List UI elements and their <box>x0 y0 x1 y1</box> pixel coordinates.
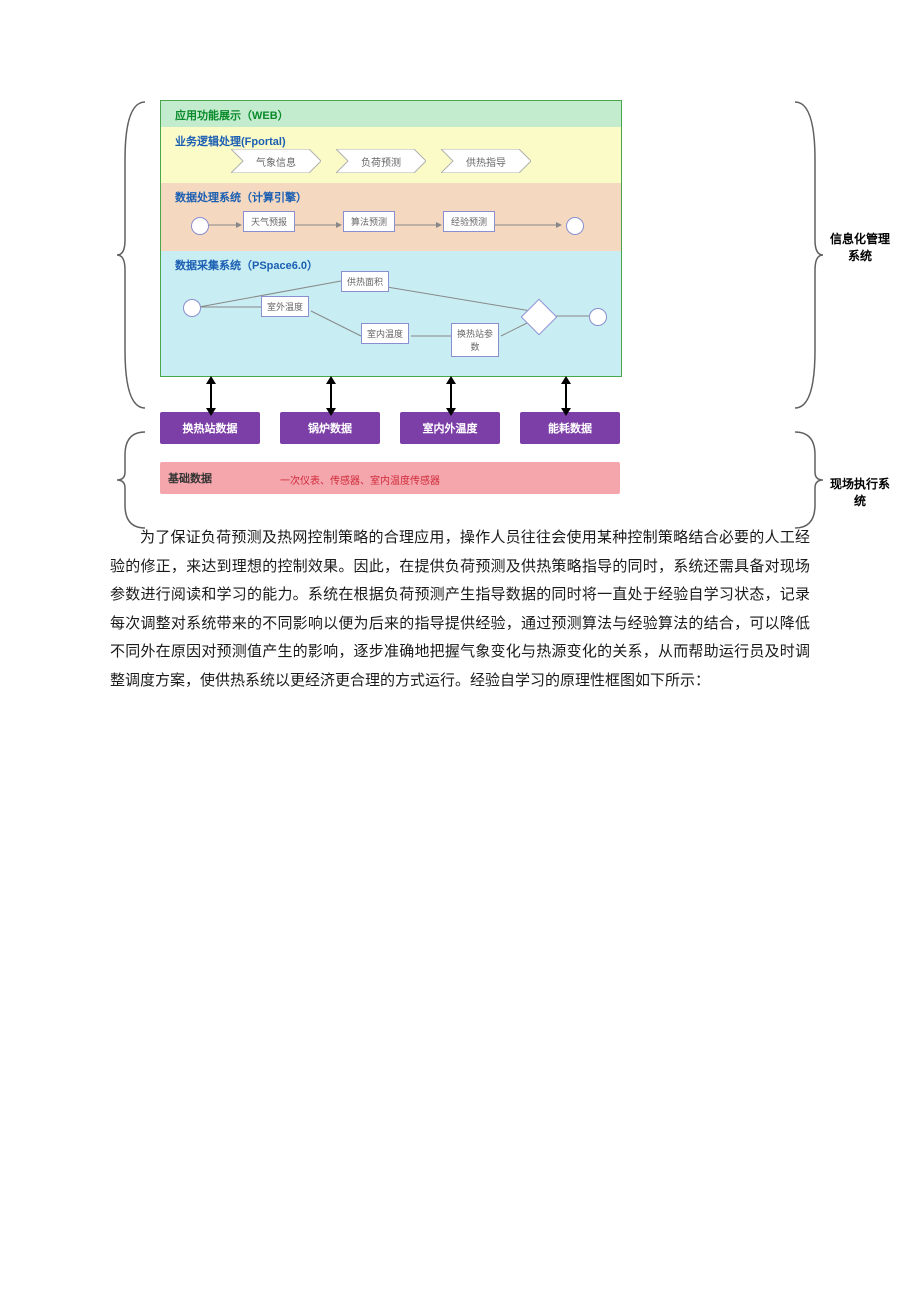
chevron-3-label: 供热指导 <box>451 154 521 169</box>
chevron-2: 负荷预测 <box>336 149 426 173</box>
brace-right-top-icon <box>785 100 825 410</box>
chevron-3: 供热指导 <box>441 149 531 173</box>
calc-end-circle <box>566 217 584 235</box>
chevron-row: 气象信息 负荷预测 供热指导 <box>231 149 611 179</box>
pspace-box-indoor: 室内温度 <box>361 323 409 344</box>
purple-box-1: 换热站数据 <box>160 412 260 444</box>
layer-web: 应用功能展示（WEB） <box>161 101 621 127</box>
side-label-info-system: 信息化管理系统 <box>830 230 890 264</box>
arrow-vert-4 <box>565 382 567 410</box>
arrow-vert-1 <box>210 382 212 410</box>
pspace-end-circle <box>589 308 607 326</box>
calc-row: 天气预报 算法预测 经验预测 <box>191 211 611 247</box>
layer-fportal: 业务逻辑处理(Fportal) 气象信息 负荷预测 供热指导 <box>161 127 621 183</box>
pspace-box-station: 换热站参数 <box>451 323 499 357</box>
chevron-1: 气象信息 <box>231 149 321 173</box>
base-data-label: 基础数据 <box>168 470 212 486</box>
chevron-2-label: 负荷预测 <box>346 154 416 169</box>
document-page: 信息化管理系统 现场执行系统 应用功能展示（WEB） 业务逻辑处理(Fporta… <box>0 0 920 770</box>
layers-container: 应用功能展示（WEB） 业务逻辑处理(Fportal) 气象信息 负荷预测 <box>160 100 622 377</box>
data-source-row: 换热站数据 锅炉数据 室内外温度 能耗数据 <box>160 412 620 444</box>
calc-box-algo: 算法预测 <box>343 211 395 232</box>
purple-box-2: 锅炉数据 <box>280 412 380 444</box>
calc-start-circle <box>191 217 209 235</box>
layer-web-title: 应用功能展示（WEB） <box>167 105 297 125</box>
calc-box-exp: 经验预测 <box>443 211 495 232</box>
side-label-exec-system: 现场执行系统 <box>830 475 890 509</box>
brace-left-top-icon <box>115 100 155 410</box>
brace-right-bottom-icon <box>785 430 825 530</box>
arrow-vert-2 <box>330 382 332 410</box>
pspace-start-circle <box>183 299 201 317</box>
body-paragraph: 为了保证负荷预测及热网控制策略的合理应用，操作人员往往会使用某种控制策略结合必要… <box>110 524 810 695</box>
chevron-1-label: 气象信息 <box>241 154 311 169</box>
layer-calc: 数据处理系统（计算引擎） 天气预报 算法预测 经验预测 <box>161 183 621 251</box>
pspace-box-outdoor: 室外温度 <box>261 296 309 317</box>
brace-left-bottom-icon <box>115 430 155 530</box>
base-data-text: 一次仪表、传感器、室内温度传感器 <box>280 472 440 487</box>
purple-box-4: 能耗数据 <box>520 412 620 444</box>
system-architecture-diagram: 信息化管理系统 现场执行系统 应用功能展示（WEB） 业务逻辑处理(Fporta… <box>160 100 780 494</box>
pspace-decision-diamond <box>521 299 558 336</box>
layer-fportal-title: 业务逻辑处理(Fportal) <box>167 131 294 151</box>
purple-box-3: 室内外温度 <box>400 412 500 444</box>
pspace-box-area: 供热面积 <box>341 271 389 292</box>
arrow-vert-3 <box>450 382 452 410</box>
layer-pspace: 数据采集系统（PSpace6.0） 室外温度 供热面积 室内温度 换热站参数 <box>161 251 621 376</box>
layer-calc-title: 数据处理系统（计算引擎） <box>167 187 315 207</box>
base-data-bar: 基础数据 一次仪表、传感器、室内温度传感器 <box>160 462 620 494</box>
calc-box-weather: 天气预报 <box>243 211 295 232</box>
layer-pspace-title: 数据采集系统（PSpace6.0） <box>167 255 326 275</box>
